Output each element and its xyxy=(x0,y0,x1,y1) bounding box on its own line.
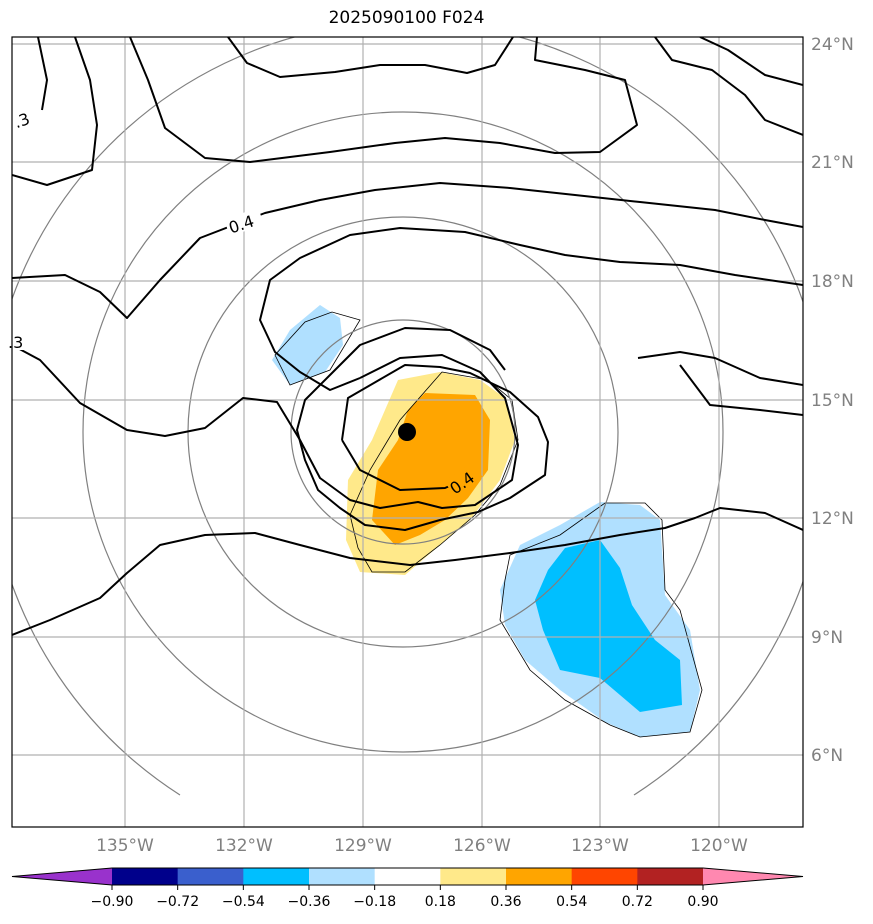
colorbar xyxy=(11,867,804,886)
colorbar-extend-high xyxy=(703,868,803,885)
lat-label-6n: 6°N xyxy=(811,746,843,766)
lat-label-18n: 18°N xyxy=(811,272,854,292)
colorbar-tick-labels: −0.90 −0.72 −0.54 −0.36 −0.18 0.18 0.36 0.54 0.7… xyxy=(91,885,719,910)
contour-label-1: .3 xyxy=(11,109,32,132)
colorbar-segment xyxy=(112,868,179,885)
colorbar-tick-label: 0.54 xyxy=(556,894,587,910)
contour-label-3: .3 xyxy=(8,333,23,352)
lon-label-132w: 132°W xyxy=(215,836,273,856)
map-layers xyxy=(12,37,803,827)
lon-label-129w: 129°W xyxy=(334,836,392,856)
colorbar-tick-label: −0.90 xyxy=(91,894,134,910)
storm-center-marker xyxy=(398,423,416,441)
lat-label-9n: 9°N xyxy=(811,628,843,648)
latitude-labels: 24°N 21°N 18°N 15°N 12°N 9°N 6°N xyxy=(811,35,854,766)
map-title: 2025090100 F024 xyxy=(328,8,485,28)
height-contours xyxy=(12,37,803,636)
colorbar-segment xyxy=(374,868,441,885)
anomaly-outlines xyxy=(274,311,703,738)
colorbar-tick-label: 0.90 xyxy=(687,894,718,910)
lat-label-24n: 24°N xyxy=(811,35,854,55)
colorbar-segment xyxy=(440,868,507,885)
lon-label-123w: 123°W xyxy=(571,836,629,856)
lon-label-126w: 126°W xyxy=(453,836,511,856)
lat-label-12n: 12°N xyxy=(811,509,854,529)
colorbar-tick-label: −0.72 xyxy=(156,894,199,910)
negative-anomaly-mid xyxy=(535,540,682,712)
colorbar-segment xyxy=(506,868,573,885)
colorbar-segment xyxy=(637,868,704,885)
colorbar-segment xyxy=(177,868,244,885)
colorbar-tick-label: −0.18 xyxy=(353,894,396,910)
lon-label-120w: 120°W xyxy=(690,836,748,856)
colorbar-segment xyxy=(309,868,376,885)
colorbar-segment xyxy=(243,868,310,885)
colorbar-tick-label: −0.54 xyxy=(222,894,265,910)
lon-label-135w: 135°W xyxy=(96,836,154,856)
graticule xyxy=(12,37,803,827)
colorbar-segment xyxy=(571,868,638,885)
colorbar-tick-label: −0.36 xyxy=(288,894,331,910)
colorbar-extend-low xyxy=(12,868,112,885)
lat-label-21n: 21°N xyxy=(811,153,854,173)
map-frame xyxy=(11,36,804,828)
lat-label-15n: 15°N xyxy=(811,391,854,411)
longitude-labels: 135°W 132°W 129°W 126°W 123°W 120°W xyxy=(96,836,748,856)
colorbar-tick-label: 0.72 xyxy=(622,894,653,910)
colorbar-tick-label: 0.18 xyxy=(425,894,456,910)
colorbar-tick-label: 0.36 xyxy=(490,894,521,910)
